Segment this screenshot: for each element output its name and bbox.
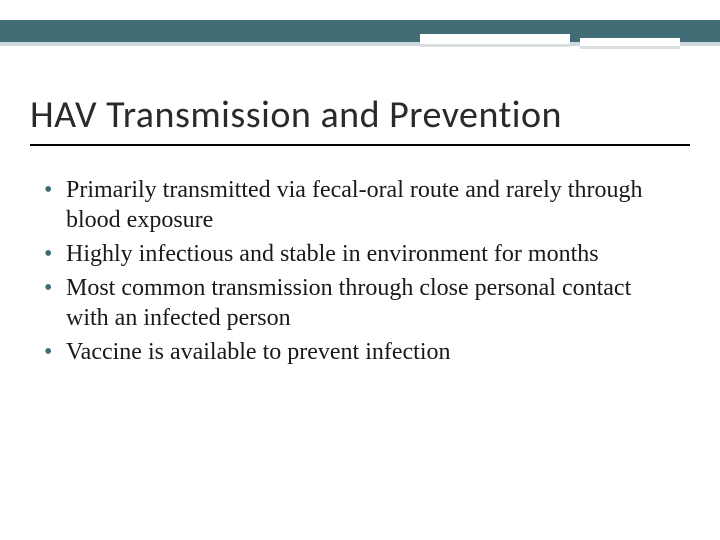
bullet-list: Primarily transmitted via fecal-oral rou…: [36, 175, 660, 367]
slide: HAV Transmission and Prevention Primaril…: [0, 0, 720, 540]
title-underline: [30, 144, 690, 146]
bullet-item: Most common transmission through close p…: [36, 273, 660, 333]
slide-body: Primarily transmitted via fecal-oral rou…: [36, 175, 660, 371]
bullet-item: Vaccine is available to prevent infectio…: [36, 337, 660, 367]
header-accent-notch-1: [420, 34, 570, 47]
bullet-item: Primarily transmitted via fecal-oral rou…: [36, 175, 660, 235]
header-accent-notch-2: [580, 38, 680, 49]
bullet-item: Highly infectious and stable in environm…: [36, 239, 660, 269]
slide-title: HAV Transmission and Prevention: [30, 92, 690, 138]
